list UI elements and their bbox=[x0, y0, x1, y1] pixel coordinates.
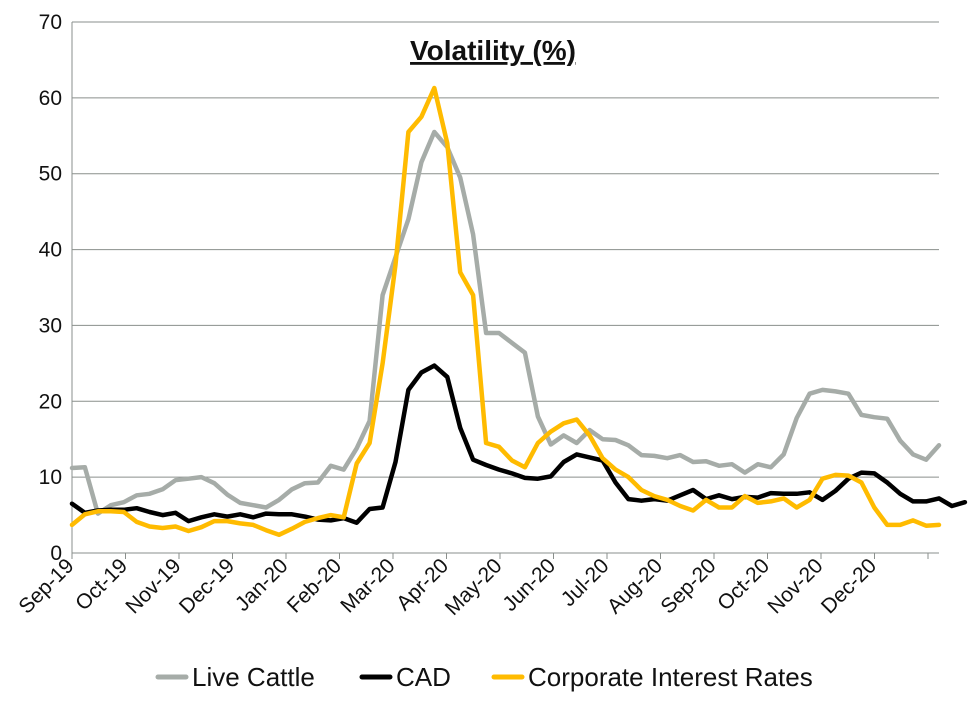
legend-label: Live Cattle bbox=[192, 662, 315, 692]
x-tick-label: Nov-19 bbox=[121, 554, 185, 618]
x-tick-label: Jan-20 bbox=[231, 554, 293, 616]
x-tick-label: Nov-20 bbox=[763, 554, 827, 618]
x-tick-label: Aug-20 bbox=[603, 554, 667, 618]
y-tick-label: 60 bbox=[39, 87, 62, 110]
legend-item: CAD bbox=[359, 662, 451, 692]
y-tick-label: 10 bbox=[39, 466, 62, 489]
series-line-cad bbox=[69, 363, 968, 525]
x-tick-label: Sep-19 bbox=[14, 554, 78, 618]
chart-title: Volatility (%) bbox=[410, 35, 576, 66]
series-line-corporate-interest-rates bbox=[69, 85, 942, 538]
y-tick-label: 70 bbox=[39, 11, 62, 34]
x-tick-label: May-20 bbox=[441, 554, 507, 620]
y-tick-label: 50 bbox=[39, 163, 62, 186]
x-tick-label: Feb-20 bbox=[283, 554, 346, 617]
axes bbox=[71, 22, 939, 559]
y-tick-label: 30 bbox=[39, 314, 62, 337]
series-lines bbox=[69, 85, 968, 538]
series-line-live-cattle bbox=[69, 129, 942, 516]
x-tick-label: Dec-20 bbox=[817, 554, 881, 618]
legend-label: Corporate Interest Rates bbox=[528, 662, 813, 692]
legend: Live Cattle CAD Corporate Interest Rates bbox=[155, 662, 813, 692]
x-tick-label: Sep-20 bbox=[656, 554, 720, 618]
y-tick-label: 40 bbox=[39, 239, 62, 262]
y-tick-label: 20 bbox=[39, 390, 62, 413]
legend-item: Corporate Interest Rates bbox=[491, 662, 813, 692]
legend-label: CAD bbox=[396, 662, 451, 692]
x-tick-labels: Sep-19Oct-19Nov-19Dec-19Jan-20Feb-20Mar-… bbox=[14, 554, 881, 620]
x-tick-label: Dec-19 bbox=[175, 554, 239, 618]
gridlines bbox=[72, 21, 939, 478]
y-tick-label: 0 bbox=[50, 542, 62, 565]
y-tick-labels: 0 10 20 30 40 50 60 70 bbox=[39, 11, 62, 565]
x-tick-label: Jun-20 bbox=[498, 554, 560, 616]
legend-item: Live Cattle bbox=[155, 662, 315, 692]
x-tick-label: Oct-19 bbox=[71, 554, 132, 615]
x-tick-label: Mar-20 bbox=[336, 554, 399, 617]
x-tick-label: Oct-20 bbox=[713, 554, 774, 615]
